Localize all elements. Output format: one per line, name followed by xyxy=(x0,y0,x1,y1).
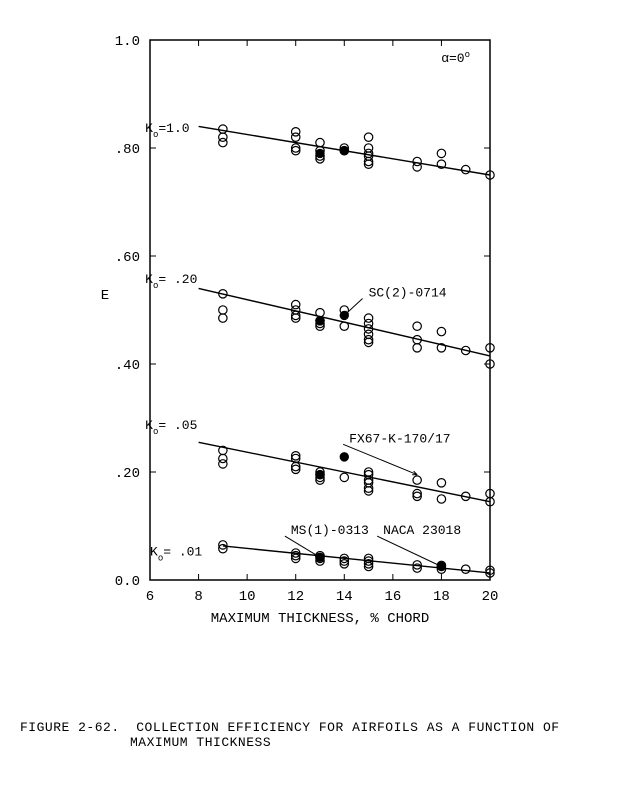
svg-text:16: 16 xyxy=(384,589,401,605)
svg-text:α=0o: α=0o xyxy=(441,50,470,66)
svg-text:20: 20 xyxy=(482,589,499,605)
caption-text-2: MAXIMUM THICKNESS xyxy=(130,735,597,750)
svg-text:.40: .40 xyxy=(115,358,140,374)
svg-text:NACA 23018: NACA 23018 xyxy=(383,523,461,538)
figure-caption: FIGURE 2-62. COLLECTION EFFICIENCY FOR A… xyxy=(20,720,597,750)
svg-text:.20: .20 xyxy=(115,466,140,482)
caption-text-1: COLLECTION EFFICIENCY FOR AIRFOILS AS A … xyxy=(136,720,559,735)
svg-text:MAXIMUM THICKNESS, % CHORD: MAXIMUM THICKNESS, % CHORD xyxy=(211,611,429,627)
scatter-chart: 6 8 10 12 14 16 18 20 0.0 .20 .40 .60 .80 1.0 MAXIMUM … xyxy=(100,30,500,630)
svg-text:MS(1)-0313: MS(1)-0313 xyxy=(291,523,369,538)
svg-text:6: 6 xyxy=(146,589,154,605)
svg-text:14: 14 xyxy=(336,589,353,605)
svg-text:8: 8 xyxy=(194,589,202,605)
svg-text:Ko=1.0: Ko=1.0 xyxy=(145,121,189,140)
svg-text:.60: .60 xyxy=(115,250,140,266)
svg-text:Ko= .05: Ko= .05 xyxy=(145,418,197,437)
chart-container: 6 8 10 12 14 16 18 20 0.0 .20 .40 .60 .80 1.0 MAXIMUM … xyxy=(100,30,500,630)
svg-text:12: 12 xyxy=(287,589,304,605)
svg-text:FX67-K-170/17: FX67-K-170/17 xyxy=(349,431,450,446)
caption-label: FIGURE 2-62. xyxy=(20,720,120,735)
svg-text:E: E xyxy=(101,288,109,304)
svg-text:Ko= .20: Ko= .20 xyxy=(145,272,197,291)
svg-text:0.0: 0.0 xyxy=(115,574,140,590)
svg-text:.80: .80 xyxy=(115,142,140,158)
svg-text:18: 18 xyxy=(433,589,450,605)
svg-text:SC(2)-0714: SC(2)-0714 xyxy=(369,286,447,301)
svg-text:10: 10 xyxy=(239,589,256,605)
svg-text:Ko= .01: Ko= .01 xyxy=(150,545,202,564)
svg-text:1.0: 1.0 xyxy=(115,34,140,50)
